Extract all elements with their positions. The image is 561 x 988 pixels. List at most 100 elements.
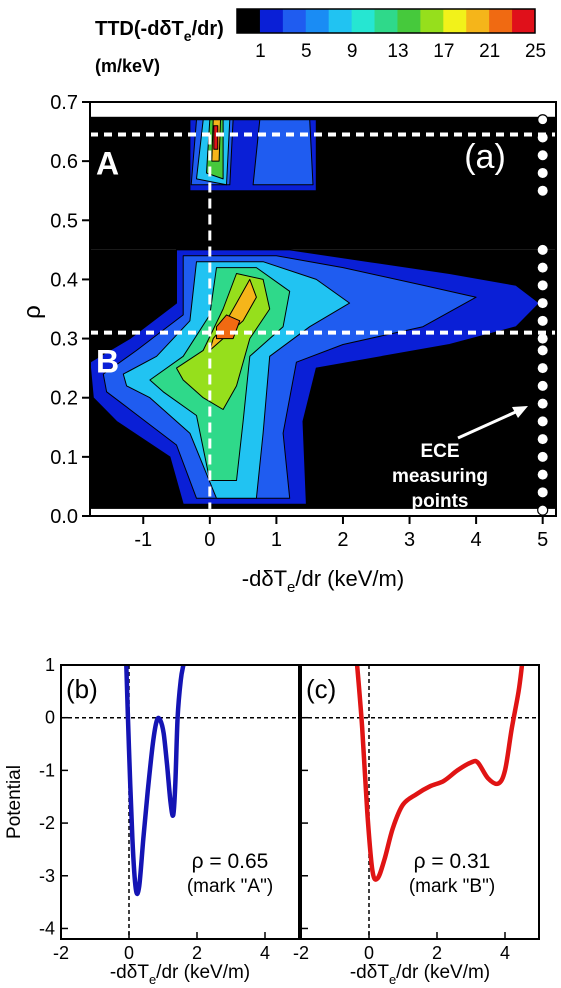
colorbar-swatch <box>305 9 330 33</box>
colorbar-ticks: 1 5 9 13 17 21 25 <box>255 41 546 62</box>
mark-label-a: A <box>96 146 119 182</box>
x-tick-label: 2 <box>337 529 348 551</box>
ece-point <box>537 504 549 516</box>
colorbar-tick-label: 21 <box>479 41 500 62</box>
x-tick-label: 4 <box>471 529 482 551</box>
y-tick-label: 0.6 <box>50 151 78 173</box>
colorbar-swatch <box>374 9 398 33</box>
panel-c-annotation-line2: (mark "B") <box>409 876 495 897</box>
y-tick-label: 0.1 <box>50 447 78 469</box>
y-tick-label: 0.7 <box>50 92 78 114</box>
panel-b-annotation-line1: ρ = 0.65 <box>192 850 269 873</box>
colorbar-title-sub: e <box>184 28 192 44</box>
ece-point <box>537 434 548 445</box>
ece-point <box>537 363 548 374</box>
contour-region-upper-level-12 <box>213 125 219 150</box>
x-tick-label: -2 <box>53 943 69 963</box>
x-tick-label: 4 <box>500 943 510 963</box>
colorbar-tick-label: 13 <box>387 41 408 62</box>
colorbar-unit: (m/keV) <box>95 56 160 76</box>
ece-arrow-head <box>512 406 528 418</box>
x-tick-label: -2 <box>293 943 309 963</box>
panel-a-frame <box>89 101 557 517</box>
colorbar-swatch <box>512 9 536 33</box>
panel-b-annotation-line2: (mark "A") <box>187 876 273 897</box>
colorbar-swatch <box>489 9 513 33</box>
x-tick-label: 0 <box>364 943 374 963</box>
ece-point <box>537 333 548 344</box>
panel-b-x-ticks: -2 0 2 4 <box>53 932 270 963</box>
ece-point <box>537 114 549 126</box>
x-tick-label: 5 <box>537 529 548 551</box>
ece-arrow-shaft <box>457 408 521 440</box>
x-tick-label: 2 <box>192 943 202 963</box>
x-tick-label: 1 <box>271 529 282 551</box>
ece-annotation: ECE measuring points <box>392 406 528 512</box>
colorbar-frame <box>236 8 536 34</box>
ece-point <box>537 132 548 143</box>
panel-c-annotation-line1: ρ = 0.31 <box>414 850 491 873</box>
panel-b-frame <box>60 664 300 940</box>
panel-a: -1 0 1 2 3 4 5 0.00.10.20.30.40.50.60.7 (a) A … <box>19 92 557 596</box>
panel-a-xlabel: -dδTe/dr (keV/m) <box>242 566 404 596</box>
panel-b-y-ticks: 1 0 -1 -2 -3 -4 <box>39 655 68 938</box>
panel-c-frame <box>300 664 540 940</box>
panel-b-label: (b) <box>66 674 98 704</box>
y-tick-label: 0.3 <box>50 329 78 351</box>
contour-region-upper-level-2 <box>252 119 314 186</box>
panel-c: -2 0 2 4 (c) ρ = 0.31 (mark "B") -dδTe/dr (… <box>293 664 540 987</box>
data-region-upper <box>90 116 556 250</box>
x-tick-label: -1 <box>134 529 152 551</box>
panel-a-y-ticks: 0.0 0.1 0.2 0.3 0.4 0.5 0.6 0.7 <box>50 92 90 528</box>
ece-point <box>537 185 548 196</box>
ece-point <box>537 380 548 391</box>
colorbar-tick-label: 9 <box>347 41 358 62</box>
colorbar: TTD(-dδTe/dr) (m/keV) 1 5 9 13 17 21 25 <box>95 8 546 76</box>
x-tick-label: 4 <box>260 943 270 963</box>
ece-point <box>537 315 548 326</box>
panel-c-xlabel: -dδTe/dr (keV/m) <box>350 962 490 987</box>
colorbar-swatch <box>351 9 376 33</box>
ece-point <box>537 451 548 462</box>
colorbar-title-main: TTD(-dδT <box>95 18 184 40</box>
x-tick-label: 2 <box>432 943 442 963</box>
ece-point <box>537 298 548 309</box>
ece-point <box>537 487 548 498</box>
colorbar-tick-label: 25 <box>525 41 546 62</box>
x-tick-label: 3 <box>404 529 415 551</box>
colorbar-swatch <box>328 9 353 33</box>
panel-b-ylabel: Potential <box>4 765 25 839</box>
y-tick-label: -3 <box>39 866 55 886</box>
y-tick-label: 0.5 <box>50 210 78 232</box>
panel-a-ylabel: ρ <box>19 305 46 319</box>
ece-annotation-line2: measuring <box>392 466 488 487</box>
ece-point <box>537 398 548 409</box>
colorbar-swatch <box>237 9 261 33</box>
colorbar-swatch <box>443 9 467 33</box>
panel-a-label: (a) <box>464 138 506 176</box>
y-tick-label: -4 <box>39 918 55 938</box>
ece-point <box>537 280 548 291</box>
y-tick-label: 0 <box>45 708 55 728</box>
panel-c-label: (c) <box>306 674 336 704</box>
ece-point <box>537 244 548 255</box>
colorbar-tick-label: 5 <box>301 41 312 62</box>
ece-points <box>537 114 549 516</box>
colorbar-tick-label: 17 <box>433 41 454 62</box>
colorbar-swatch <box>397 9 421 33</box>
y-tick-label: 0.4 <box>50 269 78 291</box>
ece-point <box>537 345 548 356</box>
ece-point <box>537 469 548 480</box>
mark-lines <box>90 132 556 335</box>
mark-label-b: B <box>96 344 119 380</box>
colorbar-title-tail: /dr) <box>192 18 224 40</box>
colorbar-title: TTD(-dδTe/dr) <box>95 18 224 44</box>
y-tick-label: 0.2 <box>50 388 78 410</box>
ece-point <box>537 167 548 178</box>
y-tick-label: -2 <box>39 813 55 833</box>
panel-c-y-ticks <box>301 664 308 930</box>
x-tick-label: 0 <box>124 943 134 963</box>
panel-b-xlabel: -dδTe/dr (keV/m) <box>110 962 250 987</box>
x-tick-label: 0 <box>204 529 215 551</box>
